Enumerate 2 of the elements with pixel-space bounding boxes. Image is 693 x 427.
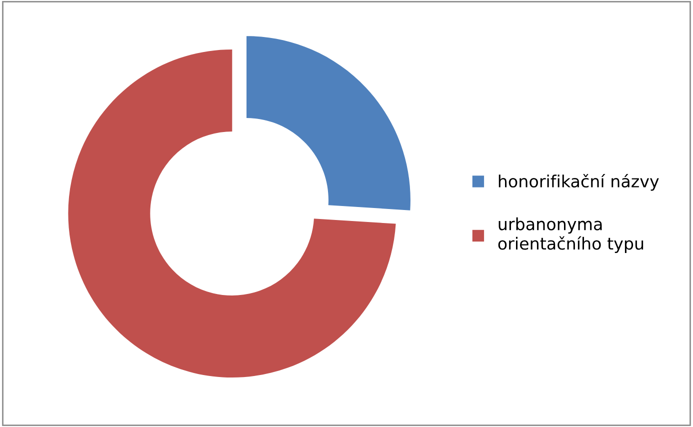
legend-label: urbanonyma orientačního typu	[498, 217, 644, 254]
legend-label: honorifikační názvy	[498, 174, 659, 191]
